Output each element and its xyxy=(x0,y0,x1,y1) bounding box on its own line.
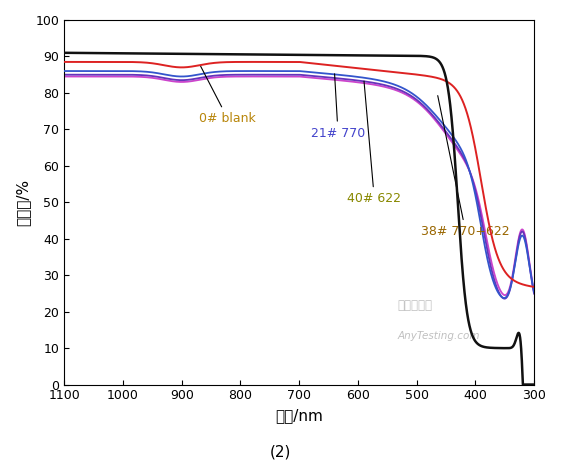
Text: 0# blank: 0# blank xyxy=(199,66,256,125)
Text: 嘉峪检测网: 嘉峪检测网 xyxy=(398,299,433,312)
Text: 38# 770+622: 38# 770+622 xyxy=(421,95,510,238)
Y-axis label: 透过率/%: 透过率/% xyxy=(15,179,30,226)
Text: 21# 770: 21# 770 xyxy=(311,74,365,140)
Text: AnyTesting.com: AnyTesting.com xyxy=(398,331,480,341)
X-axis label: 波长/nm: 波长/nm xyxy=(275,408,323,423)
Text: (2): (2) xyxy=(270,444,291,460)
Text: 40# 622: 40# 622 xyxy=(347,81,401,205)
